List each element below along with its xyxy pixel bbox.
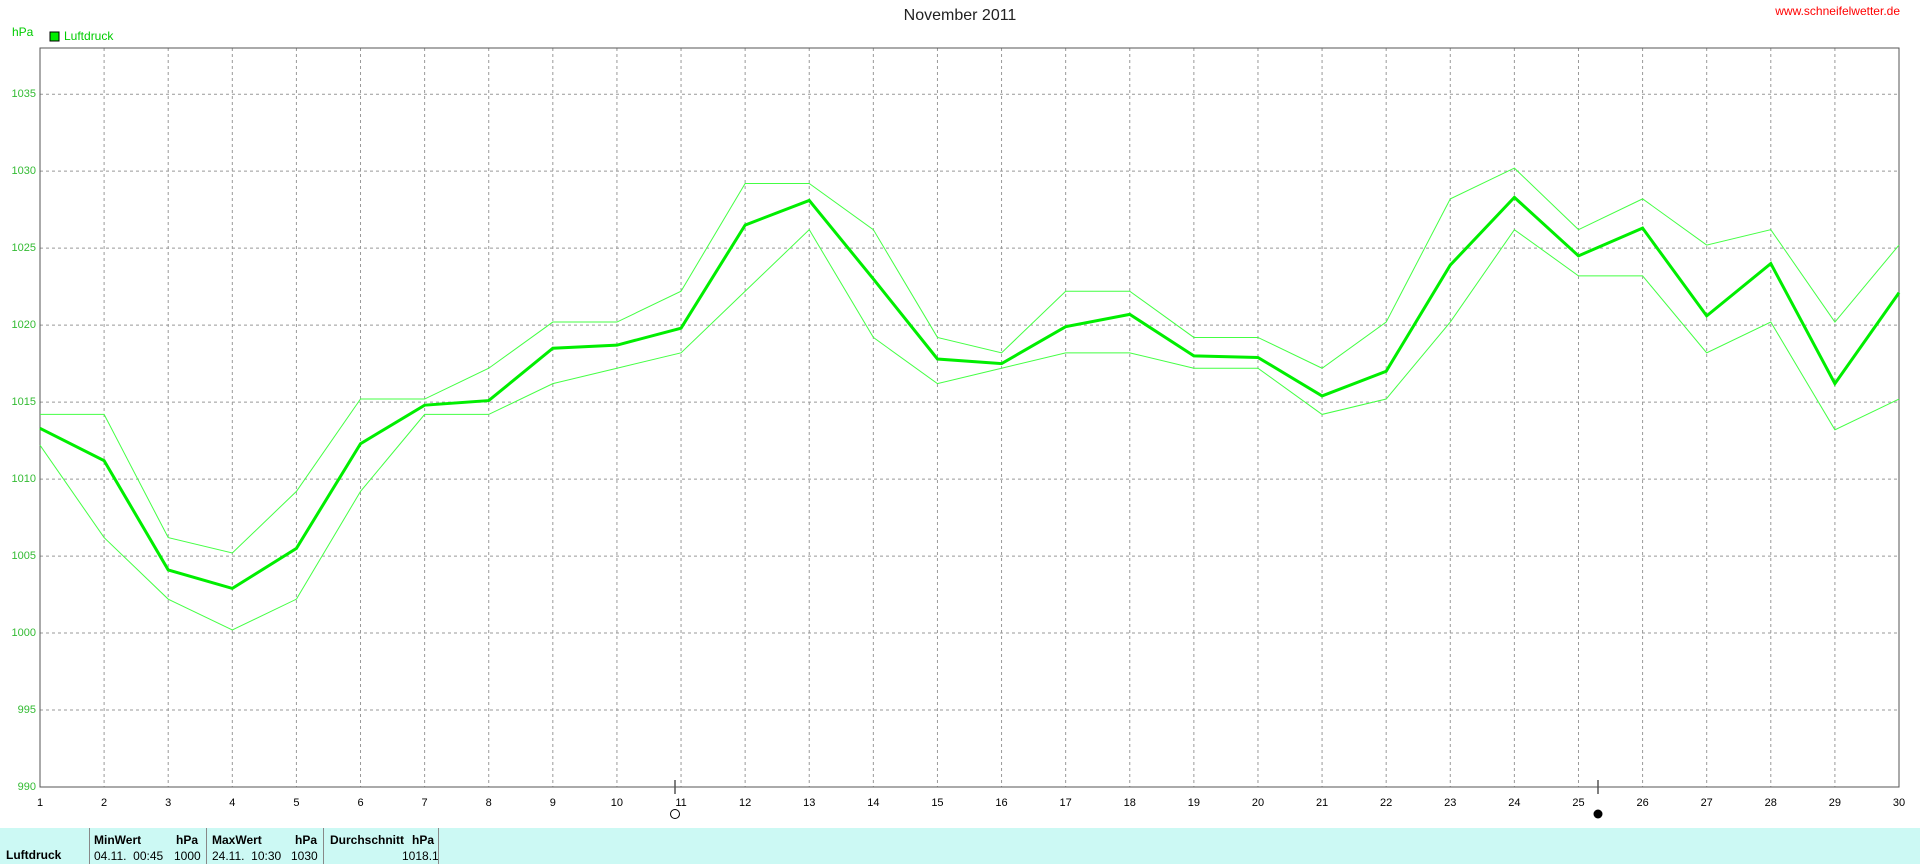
- y-tick-label: 1020: [12, 319, 36, 331]
- min-value: 1000: [174, 849, 201, 863]
- x-tick-label: 22: [1380, 797, 1392, 809]
- plot-frame: [39, 47, 1900, 788]
- x-tick-label: 24: [1508, 797, 1520, 809]
- x-tick-label: 13: [803, 797, 815, 809]
- new-moon: [1593, 809, 1603, 819]
- x-tick-label: 26: [1636, 797, 1648, 809]
- y-tick-label: 1025: [12, 242, 36, 254]
- x-tick-label: 12: [739, 797, 751, 809]
- chart: November 2011 www.schneifelwetter.de hPa…: [12, 4, 1905, 819]
- separator: [89, 828, 90, 864]
- y-tick-label: 1030: [12, 165, 36, 177]
- x-tick-label: 16: [995, 797, 1007, 809]
- y-unit: hPa: [12, 25, 34, 39]
- x-tick-label: 8: [486, 797, 492, 809]
- legend-swatch: [49, 31, 60, 42]
- x-tick-label: 30: [1893, 797, 1905, 809]
- x-tick-label: 17: [1060, 797, 1072, 809]
- x-tick-label: 20: [1252, 797, 1264, 809]
- x-tick-label: 3: [165, 797, 171, 809]
- y-tick-label: 1015: [12, 396, 36, 408]
- series-line: [39, 228, 1900, 631]
- x-tick-label: 7: [422, 797, 428, 809]
- separator: [323, 828, 324, 864]
- y-tick-label: 1010: [12, 473, 36, 485]
- y-tick-label: 995: [18, 704, 36, 716]
- max-value: 1030: [291, 849, 318, 863]
- x-tick-label: 27: [1701, 797, 1713, 809]
- separator: [206, 828, 207, 864]
- y-tick-label: 1000: [12, 627, 36, 639]
- summary-bar: Luftdruck MinWert hPa 04.11. 00:45 1000 …: [0, 828, 1920, 864]
- min-time: 04.11. 00:45: [94, 849, 164, 863]
- series-line: [39, 195, 1901, 591]
- x-tick-label: 19: [1188, 797, 1200, 809]
- full-moon: [670, 809, 680, 819]
- x-tick-label: 14: [867, 797, 879, 809]
- summary-label: Luftdruck: [6, 848, 62, 862]
- x-tick-label: 6: [357, 797, 363, 809]
- x-tick-label: 18: [1124, 797, 1136, 809]
- x-tick-label: 5: [293, 797, 299, 809]
- max-time: 24.11. 10:30: [212, 849, 282, 863]
- avg-header: Durchschnitt: [330, 833, 405, 847]
- y-tick-label: 1005: [12, 550, 36, 562]
- x-tick-label: 23: [1444, 797, 1456, 809]
- min-header: MinWert: [94, 833, 142, 847]
- x-tick-label: 1: [37, 797, 43, 809]
- y-tick-label: 1035: [12, 88, 36, 100]
- max-header: MaxWert: [212, 833, 262, 847]
- x-tick-label: 28: [1765, 797, 1777, 809]
- chart-title: November 2011: [904, 7, 1017, 24]
- x-tick-label: 9: [550, 797, 556, 809]
- series-line: [40, 167, 1900, 554]
- x-tick-label: 21: [1316, 797, 1328, 809]
- min-unit: hPa: [176, 833, 199, 847]
- x-tick-label: 10: [611, 797, 623, 809]
- separator: [438, 828, 439, 864]
- max-unit: hPa: [295, 833, 318, 847]
- x-tick-label: 25: [1572, 797, 1584, 809]
- source: www.schneifelwetter.de: [1774, 4, 1900, 18]
- x-tick-label: 29: [1829, 797, 1841, 809]
- x-tick-label: 2: [101, 797, 107, 809]
- legend-label: Luftdruck: [64, 29, 114, 43]
- x-tick-label: 4: [229, 797, 235, 809]
- avg-value: 1018.1: [402, 849, 439, 863]
- x-tick-label: 15: [931, 797, 943, 809]
- y-tick-label: 990: [18, 781, 36, 793]
- x-tick-label: 11: [675, 797, 686, 809]
- avg-unit: hPa: [412, 833, 435, 847]
